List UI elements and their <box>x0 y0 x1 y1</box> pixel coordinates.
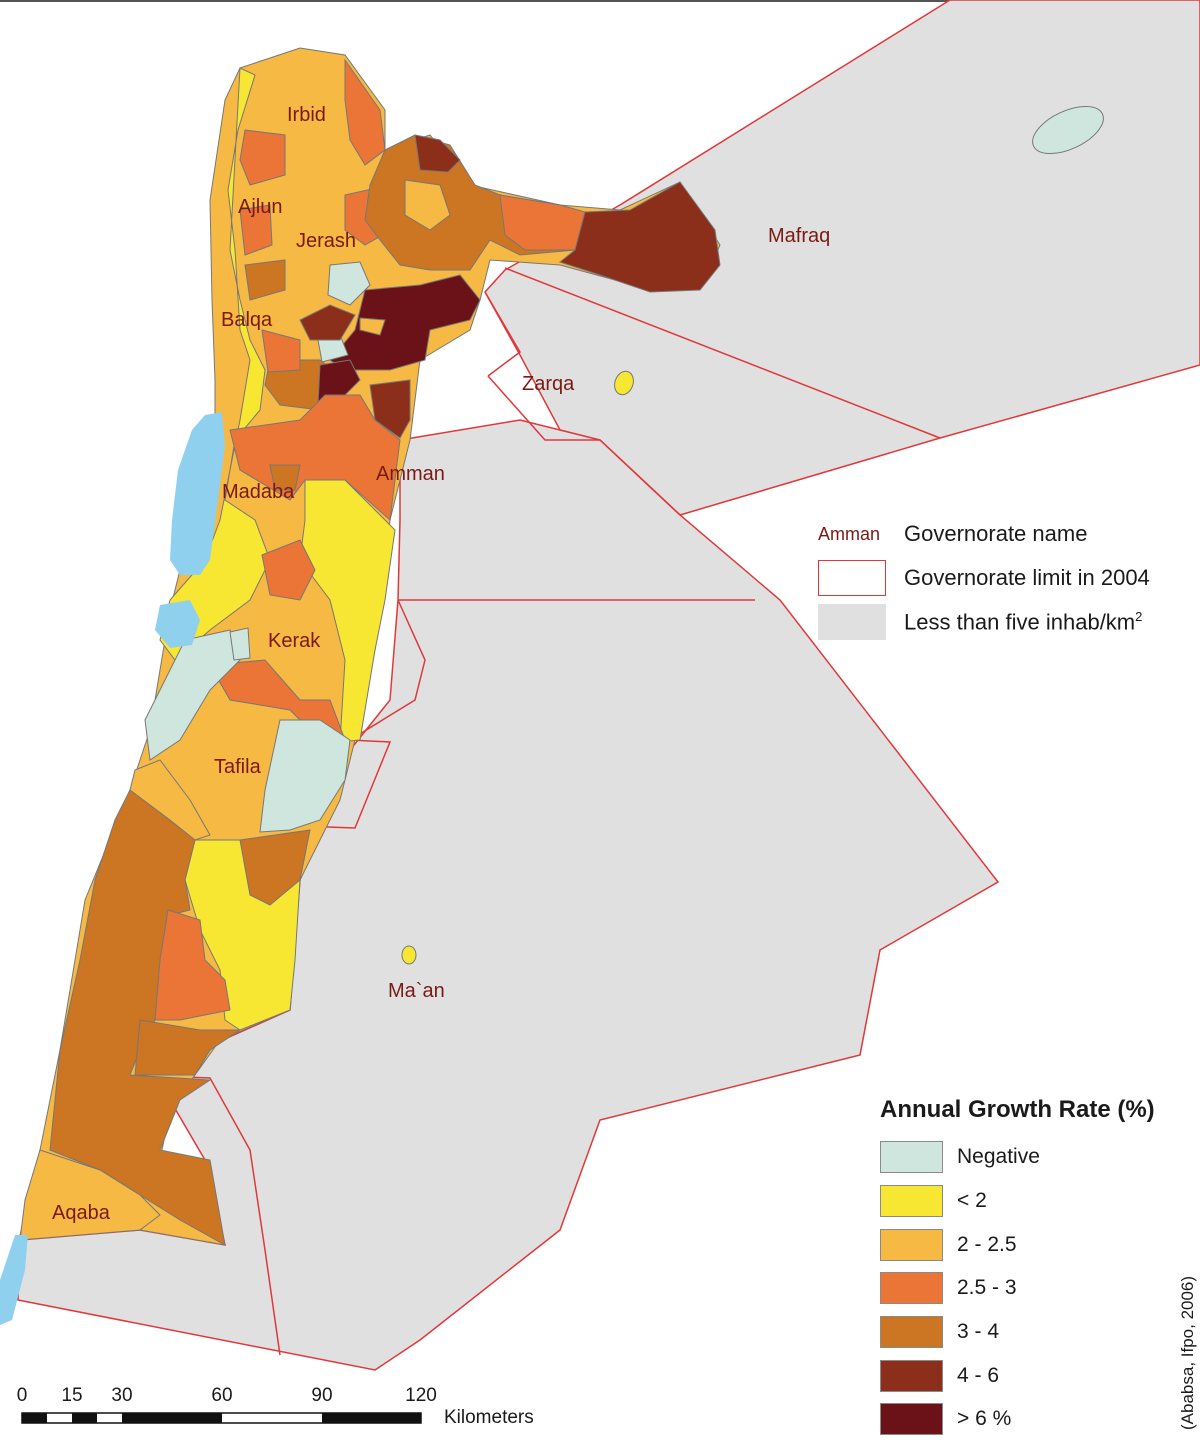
limit-kerak-east <box>349 599 426 741</box>
growth-label-2: 2 - 2.5 <box>957 1233 1017 1256</box>
key-limit-swatch <box>818 560 886 596</box>
maan-yellow-enclave <box>401 945 417 965</box>
irbid-west-orange <box>239 129 286 186</box>
maan-brown-mid <box>134 1019 242 1076</box>
label-mafraq: Mafraq <box>768 225 831 247</box>
scale-unit: Kilometers <box>444 1407 534 1428</box>
growth-swatch-2 <box>880 1229 943 1261</box>
balqa-brown <box>244 259 286 301</box>
key-governorate-limit: Governorate limit in 2004 <box>818 560 1150 596</box>
growth-swatch-6 <box>880 1403 943 1435</box>
label-aqaba: Aqaba <box>52 1202 110 1224</box>
growth-swatch-0 <box>880 1141 943 1173</box>
mafraq-gold <box>404 179 451 231</box>
growth-label-0: Negative <box>957 1145 1040 1168</box>
maan-brown-band <box>49 789 226 1246</box>
dead-sea <box>170 412 225 575</box>
amman-gold-small <box>359 317 386 336</box>
aqaba-gold <box>19 1149 161 1241</box>
key-sparse-sup: 2 <box>1135 608 1143 624</box>
growth-label-3: 2.5 - 3 <box>957 1276 1017 1299</box>
growth-class-5: 4 - 6 <box>880 1359 999 1393</box>
label-amman: Amman <box>376 463 445 485</box>
label-ajlun: Ajlun <box>238 196 283 218</box>
tafila-negative <box>259 719 351 833</box>
growth-swatch-4 <box>880 1316 943 1348</box>
growth-class-3: 2.5 - 3 <box>880 1271 1017 1305</box>
growth-label-5: 4 - 6 <box>957 1364 1000 1387</box>
mafraq-north-dark <box>414 134 461 173</box>
maan-brown-east <box>239 829 311 906</box>
growth-swatch-5 <box>880 1360 943 1392</box>
limit-zarqa-east <box>484 291 521 377</box>
kerak-orange <box>261 539 316 601</box>
scale-tick-5: 120 <box>405 1385 437 1406</box>
key-name-sample: Amman <box>818 523 881 544</box>
scale-tick-4: 90 <box>311 1385 333 1406</box>
jerash-negative <box>327 261 371 306</box>
growth-class-1: < 2 <box>880 1184 987 1218</box>
madaba-brown <box>269 464 301 491</box>
label-zarqa: Zarqa <box>522 373 575 395</box>
balqa-orange <box>261 329 301 373</box>
mafraq-negative-enclave <box>1032 105 1104 155</box>
tafila-gold-south <box>129 759 211 841</box>
label-kerak: Kerak <box>268 630 321 652</box>
label-tafila: Tafila <box>214 756 261 778</box>
key-limit-label: Governorate limit in 2004 <box>904 565 1150 590</box>
scale-tick-3: 60 <box>211 1385 233 1406</box>
growth-class-6: > 6 % <box>880 1402 1011 1436</box>
key-sparse-label: Less than five inhab/km <box>904 609 1136 635</box>
growth-class-0: Negative <box>880 1140 1040 1174</box>
balqa-dark <box>299 304 356 341</box>
label-balqa: Balqa <box>221 309 273 331</box>
key-sparse-swatch <box>818 604 886 640</box>
scale-bar-graphic <box>21 1412 422 1424</box>
scale-tick-0: 0 <box>16 1385 28 1406</box>
valley-yellow <box>159 67 271 661</box>
growth-label-6: > 6 % <box>957 1407 1012 1430</box>
scale-tick-2: 30 <box>111 1385 133 1406</box>
ajlun-orange <box>239 204 273 256</box>
dead-sea-south <box>155 600 200 648</box>
scale-tick-1: 15 <box>61 1385 83 1406</box>
growth-legend-title: Annual Growth Rate (%) <box>880 1096 1155 1123</box>
kerak-negative-small <box>229 627 251 661</box>
source-note: (Ababsa, Ifpo, 2006) <box>1178 1275 1197 1430</box>
key-name-label: Governorate name <box>904 521 1088 546</box>
label-maan: Ma`an <box>388 980 445 1002</box>
maan-orange-west <box>154 909 231 1021</box>
scale-bar: 0 15 30 60 90 120 Kilometers <box>0 1385 600 1435</box>
growth-class-4: 3 - 4 <box>880 1315 999 1349</box>
amman-dark-south <box>317 359 361 406</box>
growth-class-2: 2 - 2.5 <box>880 1228 1017 1262</box>
limit-zarqa-south <box>487 375 681 516</box>
growth-label-1: < 2 <box>957 1189 987 1212</box>
zarqa-yellow-enclave <box>614 370 634 396</box>
growth-swatch-1 <box>880 1185 943 1217</box>
growth-swatch-3 <box>880 1272 943 1304</box>
label-jerash: Jerash <box>296 230 357 252</box>
amman-orange-main <box>229 394 401 522</box>
mafraq-east-dark <box>558 181 721 293</box>
label-irbid: Irbid <box>287 104 326 126</box>
limit-zarqa-mafraq <box>504 267 941 439</box>
irbid-orange <box>344 58 386 166</box>
key-governorate-name: Amman Governorate name <box>818 516 1087 552</box>
growth-label-4: 3 - 4 <box>957 1320 1000 1343</box>
key-sparse-area: Less than five inhab/km2 <box>818 604 1142 640</box>
gulf-of-aqaba <box>0 1235 28 1325</box>
label-madaba: Madaba <box>222 481 295 503</box>
limit-tafila-east <box>299 739 392 829</box>
